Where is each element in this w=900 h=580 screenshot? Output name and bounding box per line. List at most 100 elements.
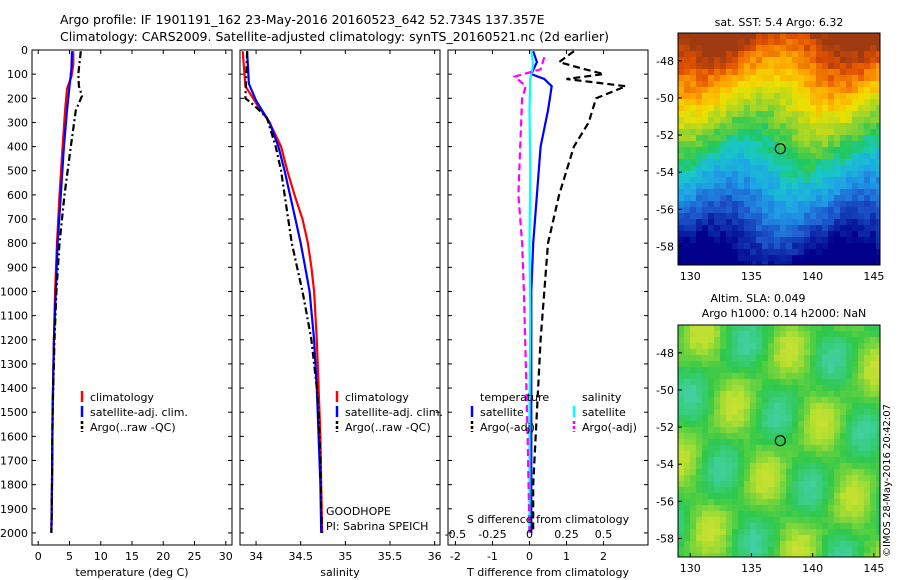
map-cell [864, 93, 870, 99]
map-cell [756, 391, 762, 397]
map-cell [798, 117, 804, 123]
map-cell [768, 111, 774, 117]
y-tick-label: 300 [7, 116, 28, 129]
map-cell [738, 481, 744, 487]
map-cell [774, 51, 780, 57]
map-cell [750, 165, 756, 171]
map-cell [714, 63, 720, 69]
map-cell [828, 189, 834, 195]
map-cell [786, 213, 792, 219]
map-cell [816, 523, 822, 529]
map-cell [828, 195, 834, 201]
map-cell [744, 385, 750, 391]
map-cell [762, 231, 768, 237]
map-cell [744, 337, 750, 343]
map-cell [732, 421, 738, 427]
map-cell [816, 325, 822, 331]
map-cell [774, 33, 780, 39]
map-cell [846, 159, 852, 165]
map-cell [690, 541, 696, 547]
map-cell [720, 481, 726, 487]
map-cell [750, 243, 756, 249]
map-cell [786, 331, 792, 337]
map-cell [786, 499, 792, 505]
map-cell [786, 249, 792, 255]
map-cell [696, 409, 702, 415]
map-cell [708, 361, 714, 367]
map-cell [780, 207, 786, 213]
map-cell [774, 213, 780, 219]
map-cell [696, 51, 702, 57]
map-cell [732, 219, 738, 225]
map-cell [696, 415, 702, 421]
map-cell [714, 171, 720, 177]
map-cell [870, 171, 876, 177]
x-tick-label: 5 [66, 550, 73, 563]
map-cell [852, 547, 858, 553]
map-cell [810, 331, 816, 337]
map-cell [846, 349, 852, 355]
map-cell [702, 177, 708, 183]
map-cell [822, 123, 828, 129]
map-cell [828, 105, 834, 111]
map-cell [696, 195, 702, 201]
map-cell [732, 261, 738, 265]
map-cell [810, 219, 816, 225]
map-cell [762, 123, 768, 129]
map-cell [852, 343, 858, 349]
map-cell [768, 505, 774, 511]
map-cell [786, 81, 792, 87]
map-cell [756, 343, 762, 349]
map-cell [828, 159, 834, 165]
map-cell [696, 373, 702, 379]
map-cell [822, 553, 828, 557]
map-cell [864, 499, 870, 505]
map-cell [726, 529, 732, 535]
map-cell [696, 219, 702, 225]
map-cell [762, 39, 768, 45]
map-cell [774, 379, 780, 385]
map-cell [792, 261, 798, 265]
map-cell [864, 255, 870, 261]
map-cell [738, 63, 744, 69]
map-cell [678, 505, 684, 511]
map-cell [846, 93, 852, 99]
map-cell [804, 243, 810, 249]
map-cell [768, 75, 774, 81]
map-cell [822, 219, 828, 225]
map-cell [828, 171, 834, 177]
map-cell [732, 331, 738, 337]
map-cell [684, 87, 690, 93]
map-cell [852, 451, 858, 457]
map-cell [678, 361, 684, 367]
map-cell [870, 379, 876, 385]
map-cell [726, 171, 732, 177]
map-cell [756, 457, 762, 463]
map-cell [804, 255, 810, 261]
map-cell [870, 153, 876, 159]
map-cell [828, 45, 834, 51]
map-cell [858, 171, 864, 177]
map-cell [678, 171, 684, 177]
map-cell [684, 349, 690, 355]
map-cell [804, 331, 810, 337]
map-cell [738, 535, 744, 541]
map-cell [822, 337, 828, 343]
map-cell [846, 379, 852, 385]
map-cell [690, 207, 696, 213]
map-cell [840, 33, 846, 39]
map-cell [678, 469, 684, 475]
map-cell [816, 541, 822, 547]
map-cell [846, 33, 852, 39]
map-cell [696, 463, 702, 469]
map-cell [798, 541, 804, 547]
map-cell [762, 261, 768, 265]
map-cell [732, 505, 738, 511]
map-cell [726, 63, 732, 69]
map-cell [720, 39, 726, 45]
map-cell [780, 415, 786, 421]
map-cell [726, 523, 732, 529]
map-cell [678, 529, 684, 535]
map-cell [840, 493, 846, 499]
map-cell [828, 219, 834, 225]
